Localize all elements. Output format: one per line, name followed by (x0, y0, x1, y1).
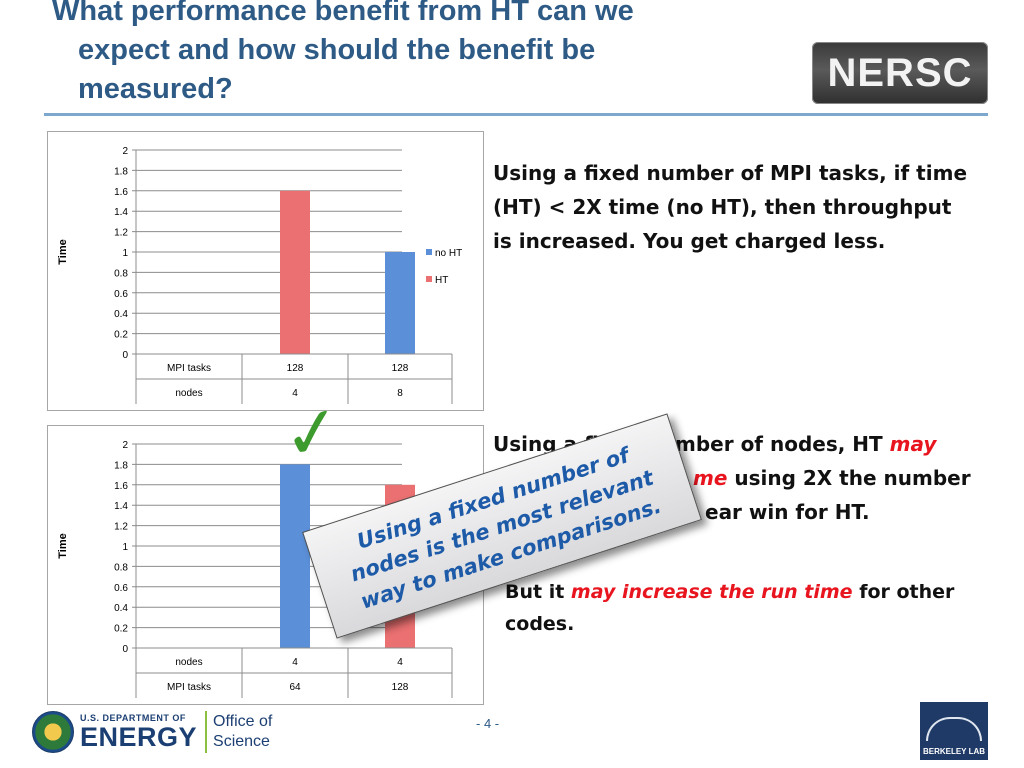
y-tick-label: 0.4 (114, 603, 128, 614)
y-tick-label: 1.4 (114, 501, 128, 512)
text-fixed-nodes-may: may (889, 432, 937, 456)
y-tick-label: 0.8 (114, 268, 128, 279)
y-tick-label: 1 (122, 542, 128, 553)
logo-divider (205, 711, 208, 753)
text-fixed-nodes-me: me (693, 466, 728, 490)
y-tick-label: 1.8 (114, 166, 128, 177)
table-cell: 128 (392, 682, 409, 693)
table-cell: 128 (287, 363, 304, 374)
title-line-3: measured? (78, 73, 233, 105)
legend-label: HT (435, 275, 448, 286)
table-row-label: MPI tasks (167, 363, 211, 374)
title-divider (44, 113, 988, 116)
chart-svg: 0 0.2 0.4 0.6 0.8 1 1.2 1.4 1.6 1.8 2 Time nodes 4 4 MP… (57, 440, 453, 698)
y-tick-label: 0.2 (114, 624, 128, 635)
berkeley-lab-logo: BERKELEY LAB (920, 702, 988, 760)
berkeley-lab-text: BERKELEY LAB (922, 747, 986, 756)
table-row-label: nodes (175, 388, 202, 399)
y-tick-label: 1.2 (114, 522, 128, 533)
y-tick-label: 2 (122, 440, 128, 451)
office-line-2: Science (213, 733, 270, 750)
y-tick-label: 0 (122, 350, 128, 361)
checkmark-icon: ✓ (277, 388, 348, 478)
legend-swatch (426, 276, 432, 282)
doe-seal-icon (32, 711, 74, 753)
y-tick-label: 1.8 (114, 460, 128, 471)
legend-label: no HT (435, 248, 462, 259)
text-run-time-a: But it (505, 581, 571, 603)
text-run-time: But it may increase the run time for oth… (505, 576, 975, 640)
y-tick-label: 1.4 (114, 207, 128, 218)
table-cell: 128 (392, 363, 409, 374)
doe-big-text: ENERGY (80, 722, 198, 752)
nersc-logo-text: NERSC (827, 50, 973, 95)
legend-swatch (426, 249, 432, 255)
y-tick-label: 1.6 (114, 187, 128, 198)
y-tick-label: 1.2 (114, 228, 128, 239)
y-tick-label: 1 (122, 248, 128, 259)
bar-no-ht (280, 464, 310, 648)
text-run-time-emphasis: may increase the run time (570, 581, 853, 603)
bar-ht (280, 190, 310, 354)
text-run-time-c: for other codes. (505, 581, 955, 635)
y-tick-label: 1.6 (114, 481, 128, 492)
text-fixed-mpi-tasks: Using a fixed number of MPI tasks, if ti… (493, 161, 968, 253)
title-line-2: expect and how should the benefit be (78, 34, 596, 66)
text-fixed-nodes: Using a fixed number of nodes, HT may me… (493, 427, 993, 529)
y-tick-label: 0.6 (114, 583, 128, 594)
table-cell: 64 (289, 682, 301, 693)
table-cell: 8 (397, 388, 403, 399)
office-line-1: Office of (213, 713, 273, 730)
y-tick-label: 0.2 (114, 330, 128, 341)
y-axis-label: Time (57, 533, 69, 558)
y-tick-label: 0.8 (114, 562, 128, 573)
y-tick-label: 0.6 (114, 289, 128, 300)
y-axis-label: Time (57, 239, 69, 264)
bar-no-ht (385, 252, 415, 354)
slide-title: What performance benefit from HT can we … (52, 0, 772, 109)
chart-fixed-mpi-tasks: 0 0.2 0.4 0.6 0.8 1 1.2 1.4 1.6 1.8 2 Time MPI tasks… (47, 131, 484, 411)
nersc-logo: NERSC (812, 42, 988, 104)
berkeley-arch-icon (926, 717, 982, 741)
table-cell: 4 (397, 657, 403, 668)
text-fixed-nodes-e: using 2X the number (727, 466, 971, 490)
y-tick-label: 2 (122, 146, 128, 157)
chart-svg: 0 0.2 0.4 0.6 0.8 1 1.2 1.4 1.6 1.8 2 Time MPI tasks… (57, 146, 462, 404)
table-cell: 4 (292, 657, 298, 668)
y-tick-label: 0.4 (114, 309, 128, 320)
table-row-label: MPI tasks (167, 682, 211, 693)
title-line-1: What performance benefit from HT can we (52, 0, 634, 27)
table-row-label: nodes (175, 657, 202, 668)
y-tick-label: 0 (122, 644, 128, 655)
text-fixed-nodes-f: ear win for HT. (705, 500, 870, 524)
doe-office-of-science-logo: U.S. DEPARTMENT OF ENERGY Office of Scie… (32, 709, 280, 755)
table-cell: 4 (292, 388, 298, 399)
doe-small-text: U.S. DEPARTMENT OF (80, 713, 186, 723)
page-number: - 4 - (476, 716, 500, 731)
